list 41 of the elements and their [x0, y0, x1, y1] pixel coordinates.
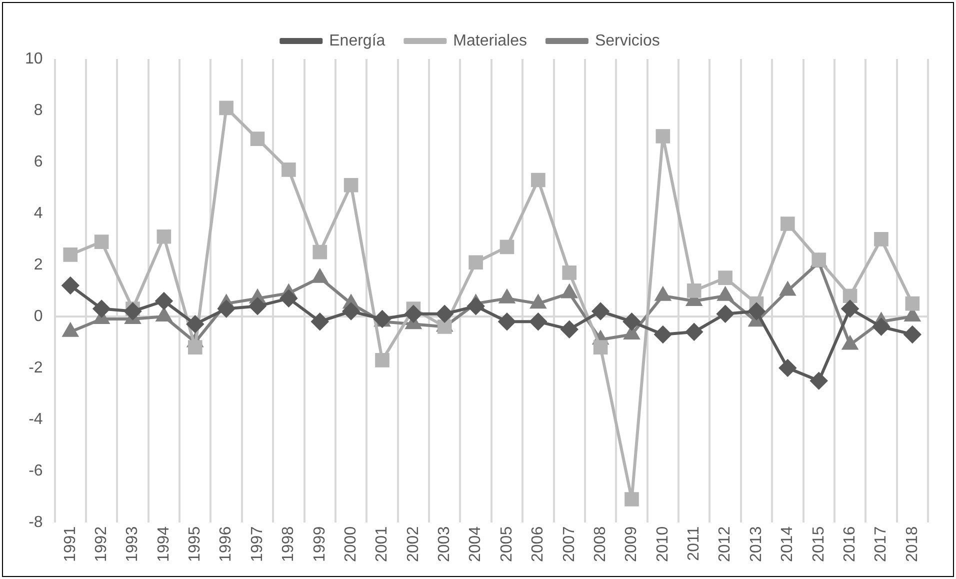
- x-tick-label: 2001: [374, 526, 391, 562]
- y-tick-label: -4: [28, 410, 43, 428]
- x-tick-label: 1999: [311, 526, 328, 562]
- x-tick-label: 2000: [342, 526, 360, 562]
- x-tick-label: 2014: [779, 526, 796, 562]
- x-tick-label: 2016: [841, 526, 858, 562]
- x-tick-label: 2004: [467, 526, 484, 562]
- x-tick-label: 2018: [904, 526, 921, 562]
- x-tick-label: 2008: [592, 526, 609, 562]
- x-tick-label: 1993: [124, 526, 142, 562]
- x-tick-label: 2003: [436, 526, 454, 562]
- x-tick-label: 2012: [716, 526, 734, 562]
- x-tick-label: 2017: [872, 526, 890, 562]
- y-tick-label: -2: [28, 359, 43, 376]
- y-tick-label: -6: [28, 462, 43, 480]
- legend-label: Energía: [329, 32, 386, 50]
- y-tick-label: 2: [34, 256, 43, 274]
- x-tick-label: 1996: [218, 526, 235, 562]
- x-tick-label: 1994: [155, 526, 172, 562]
- x-tick-label: 2006: [530, 526, 547, 562]
- x-tick-label: 1991: [62, 526, 79, 562]
- x-tick-label: 2011: [686, 526, 703, 561]
- x-tick-label: 2010: [654, 526, 672, 562]
- y-tick-label: 8: [34, 102, 43, 119]
- y-tick-label: 10: [25, 50, 43, 68]
- x-tick-label: 2005: [498, 526, 516, 562]
- x-tick-label: 2015: [810, 526, 828, 562]
- x-tick-label: 2009: [623, 526, 640, 562]
- x-tick-label: 1995: [186, 526, 204, 562]
- y-tick-label: 0: [34, 308, 43, 325]
- y-tick-label: -8: [28, 514, 43, 531]
- x-tick-label: 2007: [560, 526, 578, 562]
- legend-label: Servicios: [594, 32, 660, 50]
- x-tick-label: 1998: [280, 526, 298, 562]
- x-tick-label: 1992: [92, 526, 110, 562]
- y-tick-label: 6: [34, 153, 43, 170]
- x-tick-label: 2013: [748, 526, 765, 562]
- x-tick-label: 2002: [404, 526, 422, 562]
- y-tick-label: 4: [34, 204, 43, 222]
- legend-label: Materiales: [453, 32, 527, 50]
- x-tick-label: 1997: [248, 526, 266, 562]
